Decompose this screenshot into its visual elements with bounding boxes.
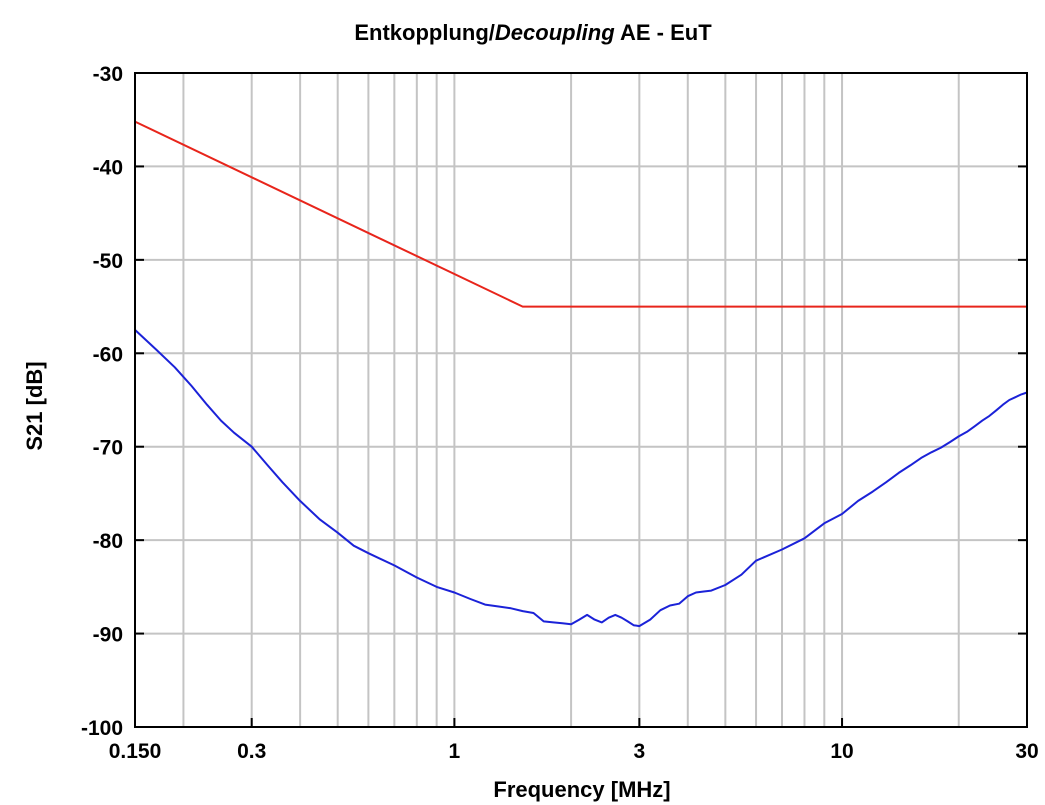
measured-line [134,329,1028,628]
y-tick-label: -90 [93,624,123,647]
plot-frame [134,72,1028,728]
x-axis-label: Frequency [MHz] [493,777,670,802]
x-tick-label: 0.150 [109,740,162,763]
chart-title: Entkopplung/Decoupling AE - EuT [354,20,712,45]
y-tick-label: -80 [93,530,123,553]
x-tick-label: 1 [449,740,461,763]
limit-line [134,120,1027,308]
x-tick-label: 0.3 [237,740,266,763]
title-rest: AE - EuT [615,20,713,45]
grid [135,73,1027,727]
y-tick-label: -30 [93,63,123,86]
x-tick-label: 3 [634,740,646,763]
x-tick-label: 10 [830,740,853,763]
y-axis-label: S21 [dB] [22,361,47,450]
y-tick-label: -60 [93,343,123,366]
y-tick-label: -50 [93,250,123,273]
x-tick-label: 30 [1015,740,1038,763]
title-main: Entkopplung/ [354,20,495,45]
series-group [134,120,1028,628]
y-tick-label: -70 [93,437,123,460]
y-tick-label: -100 [81,717,123,740]
tick-labels: -100 -90 -80 -70 -60 -50 -40 -30 0.150 0.3 1 3 10 30 [81,63,1039,763]
title-italic: Decoupling [495,20,615,45]
y-tick-label: -40 [93,156,123,179]
